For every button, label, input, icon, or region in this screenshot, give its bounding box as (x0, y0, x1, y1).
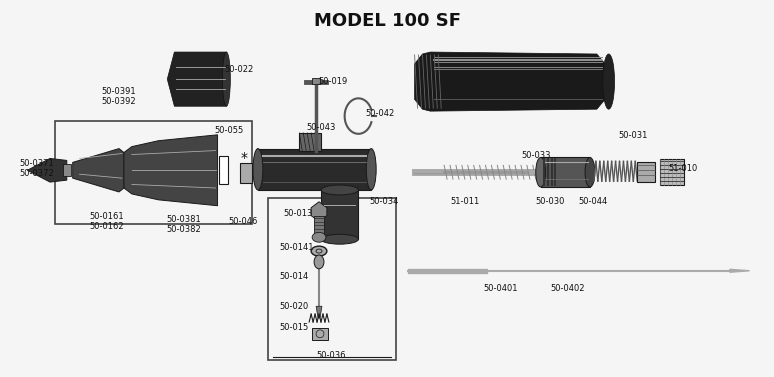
Ellipse shape (585, 158, 595, 187)
Ellipse shape (603, 54, 615, 109)
Bar (240, 163, 252, 183)
Text: 50-042: 50-042 (365, 109, 395, 118)
Text: 50-0161
50-0162: 50-0161 50-0162 (90, 212, 125, 231)
Polygon shape (730, 269, 749, 272)
Bar (258, 149, 372, 190)
Text: 51-010: 51-010 (669, 164, 698, 173)
Polygon shape (167, 52, 227, 106)
Text: 50-020: 50-020 (279, 302, 309, 311)
Text: 50-055: 50-055 (214, 126, 244, 135)
Bar (543, 158, 545, 186)
Bar (218, 156, 228, 184)
Text: 50-013: 50-013 (283, 209, 313, 218)
Text: 50-0371
50-0372: 50-0371 50-0372 (19, 159, 54, 178)
Text: 50-0381
50-0382: 50-0381 50-0382 (166, 215, 201, 234)
Bar (550, 158, 553, 186)
Text: 50-022: 50-022 (224, 65, 254, 74)
Text: 50-036: 50-036 (316, 351, 345, 360)
Text: 50-0391
50-0392: 50-0391 50-0392 (101, 87, 136, 106)
Polygon shape (415, 52, 611, 111)
Polygon shape (316, 306, 322, 318)
Text: 50-019: 50-019 (318, 77, 348, 86)
Polygon shape (124, 135, 217, 206)
Text: 50-0141: 50-0141 (279, 243, 314, 251)
Text: 50-043: 50-043 (307, 123, 336, 132)
Bar (541, 158, 590, 187)
Polygon shape (311, 202, 327, 222)
Text: 51-011: 51-011 (450, 197, 479, 206)
Bar (300, 133, 321, 150)
Text: 50-015: 50-015 (279, 323, 309, 333)
Polygon shape (27, 158, 67, 182)
Text: 50-0401: 50-0401 (483, 284, 518, 293)
Text: 50-034: 50-034 (369, 197, 399, 206)
Text: 50-033: 50-033 (521, 151, 550, 160)
Ellipse shape (312, 232, 326, 242)
Bar (660, 159, 683, 185)
Text: *: * (241, 152, 248, 166)
Bar (314, 216, 324, 237)
Bar (55, 121, 252, 224)
Bar (546, 158, 549, 186)
Bar (312, 328, 328, 340)
Polygon shape (73, 149, 124, 192)
Ellipse shape (321, 234, 358, 244)
Polygon shape (408, 269, 487, 273)
Ellipse shape (321, 185, 358, 195)
Ellipse shape (366, 149, 376, 190)
Text: 50-031: 50-031 (618, 131, 648, 140)
Ellipse shape (222, 52, 231, 106)
Text: 50-044: 50-044 (578, 197, 608, 206)
Text: MODEL 100 SF: MODEL 100 SF (313, 12, 461, 29)
Text: 50-014: 50-014 (279, 272, 309, 281)
Ellipse shape (314, 255, 324, 269)
Bar (554, 158, 557, 186)
Text: 50-046: 50-046 (228, 217, 258, 226)
Ellipse shape (311, 246, 327, 256)
Bar (268, 198, 396, 360)
Ellipse shape (253, 149, 263, 190)
Bar (637, 162, 655, 182)
Bar (63, 164, 70, 176)
Bar (321, 190, 358, 239)
Text: 50-0402: 50-0402 (550, 284, 584, 293)
Bar (312, 78, 320, 84)
Text: 50-030: 50-030 (536, 197, 565, 206)
Ellipse shape (536, 158, 546, 187)
